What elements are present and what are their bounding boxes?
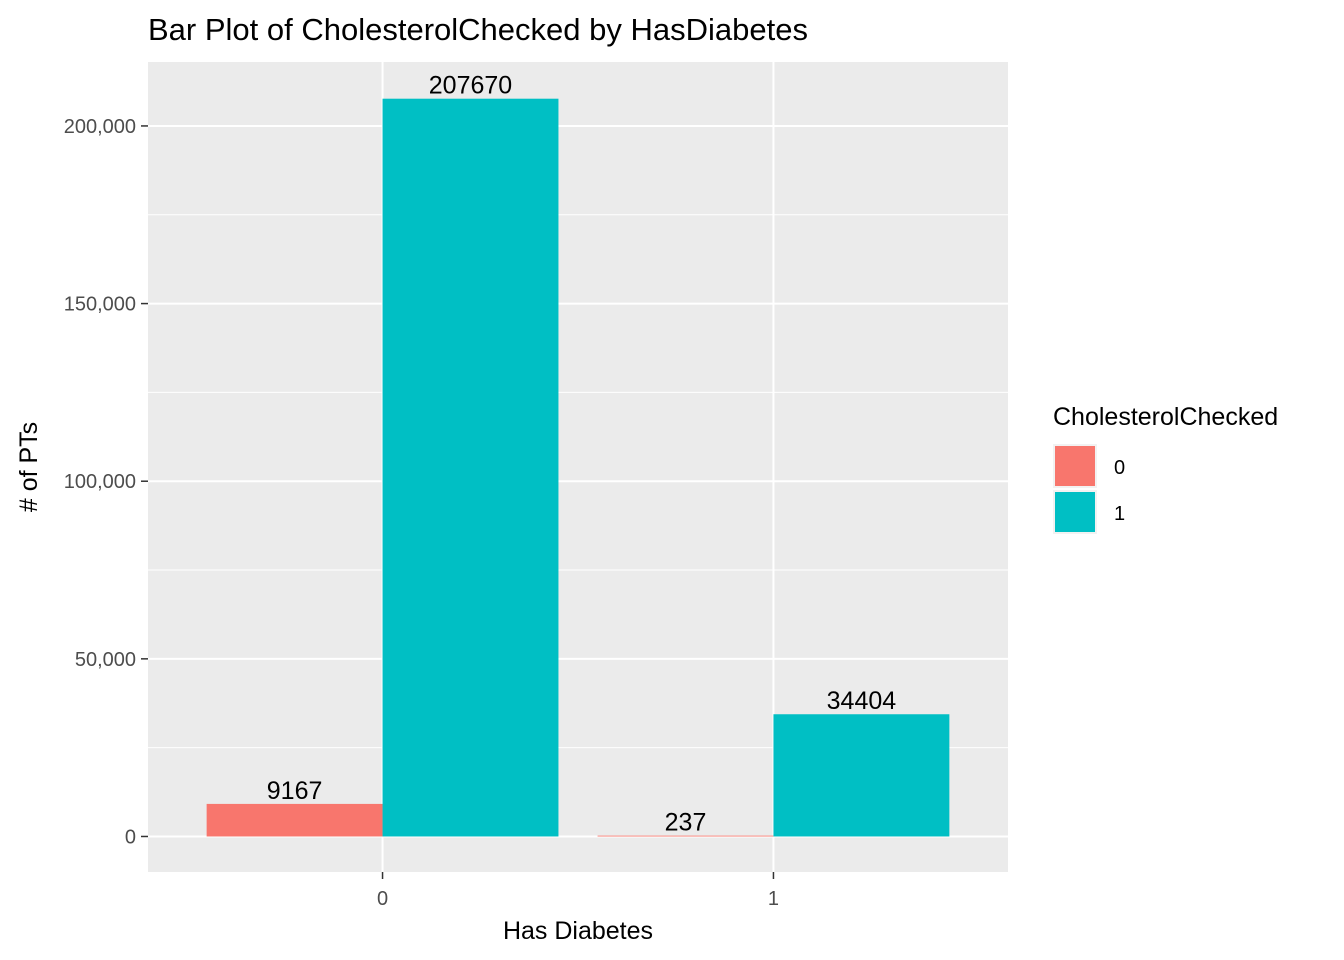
data-label: 34404: [827, 687, 897, 715]
y-tick-label: 200,000: [64, 116, 136, 138]
y-tick-label: 0: [125, 826, 136, 848]
legend-label-1: 1: [1114, 503, 1125, 525]
y-axis: 0 50,000 100,000 150,000 200,000: [64, 116, 148, 848]
y-axis-title: # of PTs: [15, 422, 43, 512]
bars: [206, 98, 950, 837]
data-label: 9167: [267, 777, 323, 805]
bar-0-series-0: [206, 803, 383, 837]
legend-label-0: 0: [1114, 457, 1125, 479]
data-label: 237: [665, 809, 707, 837]
legend-items: 01: [1053, 444, 1125, 534]
legend: CholesterolChecked 01: [1053, 403, 1278, 534]
bar-0-series-1: [382, 98, 559, 837]
legend-swatch-0: [1055, 446, 1095, 486]
x-axis-title: Has Diabetes: [503, 917, 653, 945]
x-tick-label: 0: [377, 888, 388, 910]
data-labels: 9167 207670 237 34404: [267, 72, 896, 837]
y-tick-label: 50,000: [75, 649, 136, 671]
legend-swatch-1: [1055, 492, 1095, 532]
y-tick-label: 100,000: [64, 471, 136, 493]
chart-title: Bar Plot of CholesterolChecked by HasDia…: [148, 12, 808, 47]
y-tick-label: 150,000: [64, 294, 136, 316]
bar-1-series-1: [773, 714, 950, 837]
x-tick-label: 1: [768, 888, 779, 910]
legend-title: CholesterolChecked: [1053, 403, 1278, 431]
data-label: 207670: [429, 72, 512, 100]
bar-1-series-0: [597, 835, 774, 837]
